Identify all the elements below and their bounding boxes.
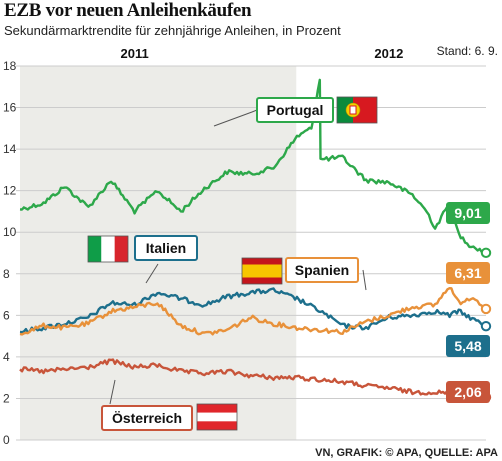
flag-stripe bbox=[242, 277, 282, 284]
y-tick-label: 10 bbox=[3, 225, 17, 239]
y-tick-label: 0 bbox=[3, 433, 10, 447]
y-tick-label: 6 bbox=[3, 308, 10, 322]
end-value-label-oesterreich: 2,06 bbox=[454, 384, 481, 400]
end-value-box-spanien bbox=[446, 262, 490, 284]
flag-border bbox=[196, 403, 238, 431]
flag-stripe bbox=[197, 404, 237, 413]
spanien-label-text: Spanien bbox=[295, 262, 349, 278]
chart-title: EZB vor neuen Anleihenkäufen bbox=[4, 0, 252, 21]
y-tick-label: 12 bbox=[3, 184, 17, 198]
series-line-portugal bbox=[19, 78, 487, 254]
y-tick-label: 14 bbox=[3, 142, 17, 156]
flag-stripe bbox=[337, 97, 353, 123]
end-value-box-italien bbox=[446, 335, 490, 357]
year-label: 2011 bbox=[121, 46, 149, 61]
flag-shield bbox=[349, 105, 357, 115]
flag-stripe bbox=[242, 258, 282, 265]
flag-border bbox=[87, 235, 129, 263]
source-credit: VN, GRAFIK: © APA, QUELLE: APA bbox=[315, 447, 498, 459]
italy-flag-icon bbox=[87, 235, 129, 263]
spain-flag-icon bbox=[241, 257, 283, 285]
y-tick-label: 16 bbox=[3, 101, 17, 115]
series-end-marker-spanien bbox=[480, 303, 492, 315]
flag-stripe bbox=[197, 412, 237, 422]
flag-stripe bbox=[197, 421, 237, 430]
year-label: 2012 bbox=[374, 46, 403, 61]
portugal-label-text: Portugal bbox=[267, 102, 324, 118]
chart-subtitle: Sekundärmarktrendite für zehnjährige Anl… bbox=[4, 23, 341, 38]
y-tick-label: 8 bbox=[3, 267, 10, 281]
spanien-label-connector bbox=[362, 269, 367, 291]
italien-label-box bbox=[134, 235, 198, 261]
end-value-label-spanien: 6,31 bbox=[454, 265, 481, 281]
y-tick-label: 2 bbox=[3, 391, 10, 405]
italien-label-text: Italien bbox=[146, 240, 186, 256]
flag-border bbox=[336, 96, 378, 124]
date-stamp: Stand: 6. 9. bbox=[436, 44, 498, 58]
italien-label-connector bbox=[145, 263, 159, 284]
series-line-italien bbox=[19, 287, 487, 334]
y-tick-label: 4 bbox=[3, 350, 10, 364]
portugal-label-box bbox=[256, 97, 334, 123]
y-tick-label: 18 bbox=[3, 59, 17, 73]
end-value-label-portugal: 9,01 bbox=[454, 205, 481, 221]
portugal-flag-icon bbox=[336, 96, 378, 124]
portugal-label-connector bbox=[213, 109, 258, 127]
flag-stripe bbox=[114, 236, 128, 262]
series-end-marker-portugal bbox=[480, 247, 492, 258]
end-value-box-portugal bbox=[446, 202, 490, 224]
spanien-label-box bbox=[285, 257, 359, 283]
series-line-spanien bbox=[19, 287, 487, 336]
series-end-marker-italien bbox=[480, 320, 492, 332]
flag-stripe bbox=[101, 236, 115, 262]
flag-stripe bbox=[88, 236, 102, 262]
oesterreich-label-box bbox=[101, 405, 193, 431]
oesterreich-label-connector bbox=[109, 379, 116, 405]
oesterreich-label-text: Österreich bbox=[112, 410, 182, 426]
austria-flag-icon bbox=[196, 403, 238, 431]
series-line-oesterreich bbox=[19, 358, 487, 400]
end-value-box-oesterreich bbox=[446, 381, 490, 403]
end-value-label-italien: 5,48 bbox=[454, 338, 481, 354]
flag-border bbox=[241, 257, 283, 285]
flag-stripe bbox=[242, 264, 282, 278]
